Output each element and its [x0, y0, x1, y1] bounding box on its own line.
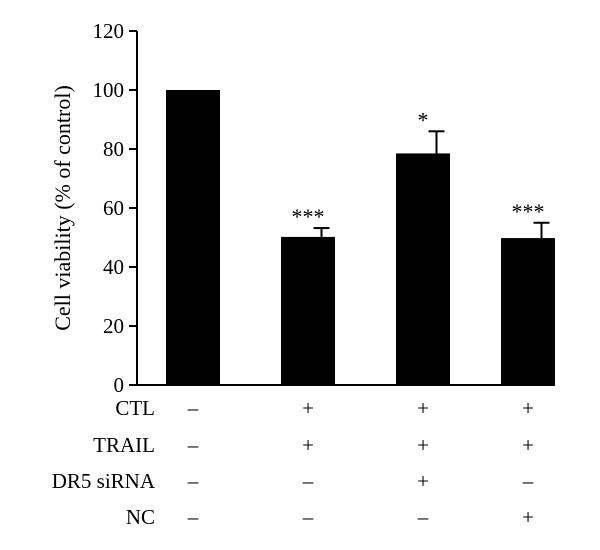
- condition-label: NC: [126, 505, 155, 529]
- y-tick-label: 60: [103, 196, 124, 220]
- bar: [166, 90, 220, 385]
- condition-mark: +: [417, 396, 429, 420]
- condition-mark: +: [417, 469, 429, 493]
- condition-mark: –: [302, 469, 314, 493]
- condition-mark: –: [417, 505, 429, 529]
- y-tick-label: 100: [93, 78, 125, 102]
- condition-mark: +: [417, 433, 429, 457]
- condition-mark: +: [302, 396, 314, 420]
- condition-label: CTL: [115, 396, 155, 420]
- significance-label: *: [418, 107, 429, 132]
- condition-label: DR5 siRNA: [52, 469, 156, 493]
- y-tick-label: 0: [114, 373, 125, 397]
- condition-mark: –: [302, 505, 314, 529]
- bar: [281, 236, 335, 385]
- significance-label: ***: [292, 204, 325, 229]
- y-tick-label: 80: [103, 137, 124, 161]
- y-tick-label: 40: [103, 255, 124, 279]
- condition-mark: –: [187, 505, 199, 529]
- condition-label: TRAIL: [93, 433, 155, 457]
- bar: [501, 238, 555, 385]
- condition-mark: –: [187, 396, 199, 420]
- condition-mark: –: [522, 469, 534, 493]
- condition-mark: –: [187, 469, 199, 493]
- bar: [396, 153, 450, 385]
- condition-mark: +: [522, 505, 534, 529]
- condition-mark: –: [187, 433, 199, 457]
- y-axis-label: Cell viability (% of control): [50, 85, 75, 331]
- condition-mark: +: [522, 396, 534, 420]
- y-tick-label: 20: [103, 314, 124, 338]
- significance-label: ***: [512, 199, 545, 224]
- condition-mark: +: [302, 433, 314, 457]
- y-tick-label: 120: [93, 19, 125, 43]
- condition-mark: +: [522, 433, 534, 457]
